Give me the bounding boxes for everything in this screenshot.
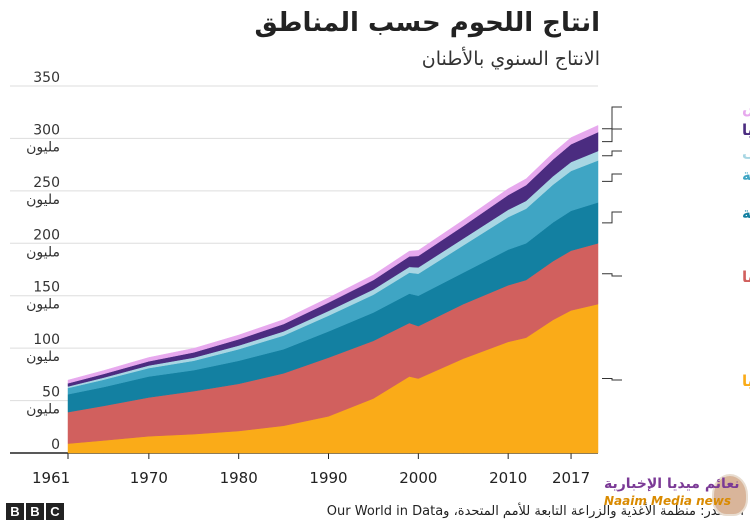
chart-title: انتاج اللحوم حسب المناطق (254, 8, 600, 38)
chart-subtitle: الانتاج السنوي بالأطنان (421, 48, 600, 70)
logo-letter: B (6, 503, 24, 520)
x-tick-label: 1990 (309, 469, 347, 487)
watermark-avatar (712, 474, 748, 516)
bbc-logo: B B C (6, 503, 64, 520)
legend-label-south-america: أمريكا الجنوبية (742, 165, 750, 184)
legend-connector (602, 173, 622, 182)
y-tick-label: 150 مليون (26, 280, 60, 313)
x-tick-label: 1980 (220, 469, 258, 487)
y-tick-label: 250 مليون (26, 175, 60, 208)
legend-connector (602, 106, 622, 130)
legend-label-europe: أوروبا (742, 267, 750, 286)
area-oceania (67, 125, 599, 384)
x-tick-label: 1970 (130, 469, 168, 487)
x-tick-label: 1961 (32, 469, 70, 487)
y-tick-label: 300 مليون (26, 122, 60, 155)
legend-label-africa: إفريقيا (742, 121, 750, 139)
legend-label-north-america: أمريكا الشمالية (742, 203, 750, 222)
y-tick-label: 350 (33, 70, 60, 86)
legend-label-oceania: الأوقيانوس (742, 99, 750, 117)
source-note: المصدر: منظمة الأغذية والزراعة التابعة ل… (326, 504, 744, 519)
watermark-subtitle: Naaim Media news (604, 494, 732, 508)
y-tick-label: 0 (51, 437, 60, 453)
legend-connector (602, 273, 622, 277)
watermark-title: نعائم ميديا الإخبارية (604, 476, 740, 492)
legend-connector (602, 150, 622, 157)
x-tick-label: 2000 (399, 469, 437, 487)
y-tick-label: 200 مليون (26, 227, 60, 260)
x-tick-label: 2010 (489, 469, 527, 487)
logo-letter: B (26, 503, 44, 520)
y-tick-label: 50 مليون (26, 385, 60, 418)
legend-label-asia: آسيا (742, 372, 750, 390)
legend-label-central-america: أمريكا الوسطى (742, 142, 750, 161)
logo-letter: C (46, 503, 64, 520)
y-tick-label: 100 مليون (26, 332, 60, 365)
legend-connector (602, 378, 622, 381)
legend-connector (602, 211, 622, 224)
legend-connector (602, 128, 622, 143)
x-tick-label: 2017 (552, 469, 590, 487)
